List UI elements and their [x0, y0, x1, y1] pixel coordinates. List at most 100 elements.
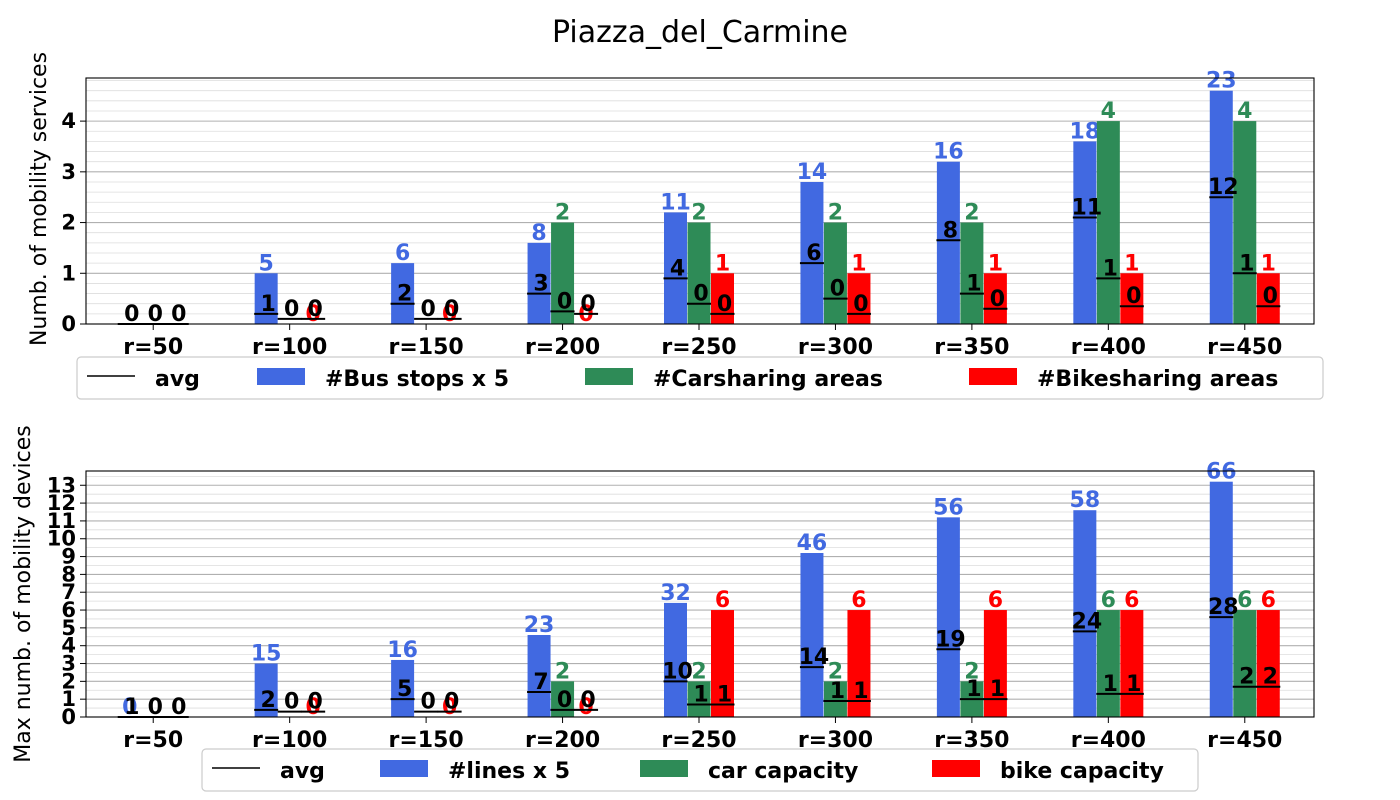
avg-value-label: 1: [124, 695, 139, 720]
bar-2-7: [1120, 273, 1144, 324]
bar-value-label: 2: [691, 201, 706, 226]
avg-value-label: 2: [1263, 665, 1278, 690]
bar-value-label: 16: [933, 140, 964, 165]
bar-value-label: 2: [828, 201, 843, 226]
avg-value-label: 0: [148, 695, 163, 720]
avg-value-label: 1: [1239, 251, 1254, 276]
avg-value-label: 1: [966, 272, 981, 297]
avg-value-label: 1: [1103, 256, 1118, 281]
bar-value-label: 6: [1237, 588, 1252, 613]
legend-swatch: [969, 368, 1017, 385]
bar-value-label: 4: [1237, 99, 1252, 124]
bar-value-label: 1: [851, 251, 866, 276]
avg-value-label: 28: [1208, 595, 1239, 620]
avg-value-label: 5: [397, 677, 412, 702]
y-tick-label: 2: [61, 211, 76, 235]
bar-1-6: [960, 222, 984, 324]
bar-value-label: 1: [1124, 251, 1139, 276]
avg-value-label: 0: [308, 690, 323, 715]
avg-value-label: 0: [580, 688, 595, 713]
avg-value-label: 0: [171, 695, 186, 720]
y-tick-label: 9: [61, 545, 76, 569]
x-tick-label: r=250: [661, 335, 736, 360]
bar-value-label: 6: [715, 588, 730, 613]
avg-value-label: 0: [284, 297, 299, 322]
bar-0-3: [527, 242, 551, 324]
avg-value-label: 0: [830, 277, 845, 302]
legend-label: #lines x 5: [448, 759, 570, 784]
legend-label: #Bikesharing areas: [1037, 367, 1278, 392]
avg-value-label: 1: [1126, 672, 1141, 697]
bar-value-label: 5: [259, 251, 274, 276]
bar-0-7: [1073, 141, 1097, 324]
y-tick-label: 6: [61, 598, 76, 622]
avg-value-label: 0: [717, 292, 732, 317]
bar-value-label: 0: [306, 302, 321, 327]
y-tick-label: 1: [61, 687, 76, 711]
bar-2-8: [1256, 273, 1280, 324]
plot-frame: [85, 470, 1315, 718]
avg-value-label: 0: [580, 292, 595, 317]
avg-value-label: 2: [397, 282, 412, 307]
bar-value-label: 2: [964, 201, 979, 226]
y-tick-label: 11: [47, 509, 76, 533]
avg-value-label: 0: [1263, 284, 1278, 309]
y-tick-label: 7: [61, 580, 76, 604]
avg-value-label: 4: [670, 256, 685, 281]
bar-value-label: 1: [1261, 251, 1276, 276]
bar-value-label: 2: [828, 659, 843, 684]
avg-value-label: 0: [1126, 284, 1141, 309]
x-tick-label: r=150: [389, 335, 464, 360]
bar-0-4: [664, 602, 687, 717]
bar-value-label: 1: [715, 251, 730, 276]
y-tick-label: 12: [47, 491, 76, 515]
avg-value-label: 2: [261, 688, 276, 713]
bar-value-label: 23: [524, 613, 555, 638]
x-tick-label: r=300: [798, 335, 873, 360]
avg-value-label: 0: [171, 302, 186, 327]
bar-1-5: [823, 222, 847, 324]
avg-value-label: 19: [935, 627, 966, 652]
avg-value-label: 0: [308, 297, 323, 322]
bar-value-label: 2: [555, 201, 570, 226]
bar-2-6: [983, 273, 1007, 324]
avg-value-label: 11: [1072, 195, 1103, 220]
avg-value-label: 0: [557, 289, 572, 314]
bar-value-label: 6: [988, 588, 1003, 613]
y-tick-label: 13: [47, 473, 76, 497]
bar-value-label: 66: [1206, 460, 1237, 485]
legend-label: car capacity: [708, 759, 858, 784]
y-tick-label: 2: [61, 669, 76, 693]
legend-box: [76, 356, 1324, 400]
avg-value-label: 1: [830, 679, 845, 704]
bar-2-6: [983, 610, 1007, 717]
bar-value-label: 11: [660, 190, 691, 215]
bar-value-label: 6: [1124, 588, 1139, 613]
bar-0-5: [800, 553, 824, 717]
avg-value-label: 0: [557, 688, 572, 713]
y-tick-label: 8: [61, 562, 76, 586]
bar-0-8: [1209, 481, 1233, 717]
y-axis-label: Max numb. of mobility devices: [11, 425, 36, 763]
bar-value-label: 46: [797, 531, 828, 556]
bar-2-8: [1256, 610, 1280, 717]
bar-value-label: 6: [1261, 588, 1276, 613]
legend: avg #Bus stops x 5 #Carsharing areas #Bikes…: [76, 356, 1324, 400]
bar-0-5: [800, 181, 824, 324]
legend-swatch: [257, 368, 305, 385]
bar-value-label: 2: [964, 659, 979, 684]
avg-value-label: 0: [420, 297, 435, 322]
bar-1-7: [1096, 121, 1120, 324]
bar-0-1: [254, 663, 278, 717]
bar-value-label: 15: [251, 642, 282, 667]
legend-swatch: [585, 368, 633, 385]
y-tick-label: 0: [61, 312, 76, 336]
bar-value-label: 0: [122, 695, 137, 720]
avg-value-label: 10: [662, 659, 693, 684]
avg-value-label: 0: [444, 690, 459, 715]
bar-0-6: [936, 517, 960, 717]
avg-value-label: 1: [1103, 672, 1118, 697]
y-tick-label: 3: [61, 652, 76, 676]
